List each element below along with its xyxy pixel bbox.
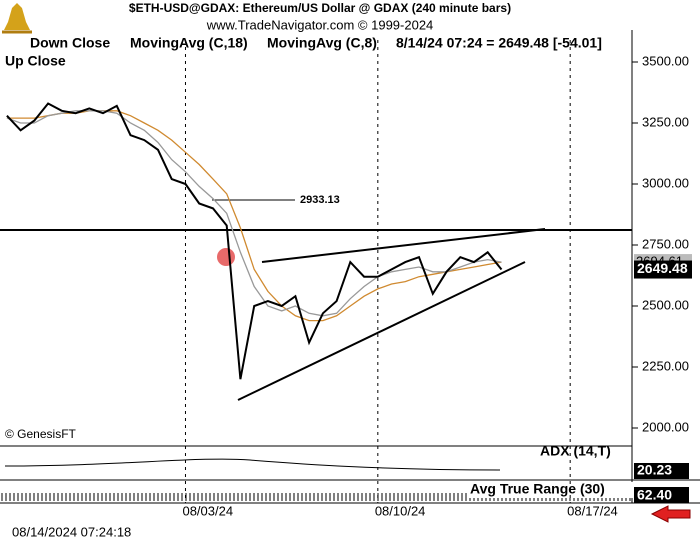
y-tick-label: 3250.00 (642, 114, 689, 129)
legend-entry: MovingAvg (C,18) (130, 35, 248, 51)
chart-title: $ETH-USD@GDAX: Ethereum/US Dollar @ GDAX… (129, 1, 511, 15)
label-bg (468, 482, 634, 498)
value-label: 2649.48 (637, 260, 688, 276)
status-text: 8/14/24 07:24 = 2649.48 [-54.01] (396, 35, 602, 51)
value-box (634, 487, 689, 503)
indicator-label: ADX (14,T) (540, 443, 611, 459)
legend-label: Up Close (5, 53, 66, 69)
x-tick-label: 08/17/24 (567, 503, 618, 518)
logo (2, 3, 32, 34)
line (6, 102, 503, 380)
y-tick-label: 3500.00 (642, 53, 689, 68)
trendline (261, 228, 546, 263)
indicator-label: Avg True Range (30) (470, 481, 605, 497)
chart-subtitle: www.TradeNavigator.com © 1999-2024 (206, 17, 434, 32)
indicator-value: 62.40 (637, 487, 672, 503)
line (6, 110, 502, 317)
value-box (634, 463, 689, 479)
x-tick-label: 08/03/24 (182, 503, 233, 518)
credit: © GenesisFT (5, 427, 77, 441)
y-tick-label: 2250.00 (642, 358, 689, 373)
marker (217, 248, 235, 266)
adx-line (4, 458, 501, 471)
annotation: 2933.13 (300, 194, 340, 206)
x-tick-label: 08/10/24 (375, 503, 426, 518)
y-tick-label: 2000.00 (642, 419, 689, 434)
y-tick-label: 2750.00 (642, 236, 689, 251)
trendline (237, 261, 526, 401)
value-box (634, 260, 692, 279)
legend-entry: MovingAvg (C,8) (267, 35, 377, 51)
indicator-value: 20.23 (637, 462, 672, 478)
arrow[interactable] (650, 505, 691, 523)
legend-label: Down Close (30, 35, 110, 51)
timestamp: 08/14/2024 07:24:18 (12, 524, 131, 539)
y-tick-label: 3000.00 (642, 175, 689, 190)
y-tick-label: 2500.00 (642, 297, 689, 312)
